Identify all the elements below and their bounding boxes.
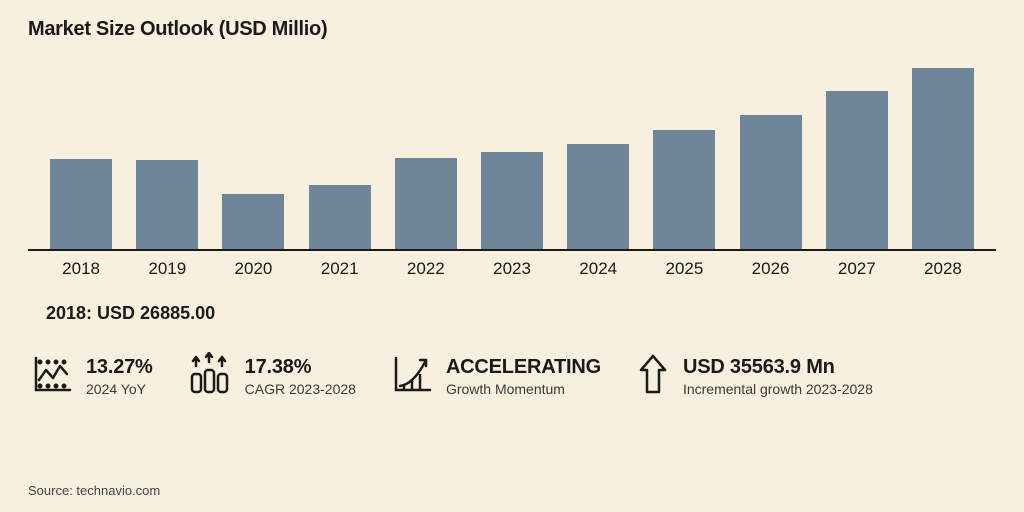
x-axis-label: 2023 [469, 259, 555, 279]
stat-label: Incremental growth 2023-2028 [683, 381, 873, 397]
growth-icon [390, 352, 434, 401]
x-axis-label: 2021 [297, 259, 383, 279]
x-axis-label: 2028 [900, 259, 986, 279]
bar [826, 91, 888, 249]
x-axis-label: 2026 [728, 259, 814, 279]
bar-slot [297, 51, 383, 249]
stat-value: ACCELERATING [446, 356, 601, 379]
bar-chart: 2018201920202021202220232024202520262027… [28, 51, 996, 281]
bar-slot [469, 51, 555, 249]
bar [136, 160, 198, 249]
x-axis-label: 2022 [383, 259, 469, 279]
stat-label: CAGR 2023-2028 [245, 381, 356, 397]
bar-slot [124, 51, 210, 249]
stat-yoy: 13.27% 2024 YoY [30, 352, 153, 401]
bar [912, 68, 974, 249]
bar [567, 144, 629, 249]
chart-title: Market Size Outlook (USD Millio) [28, 18, 996, 41]
x-axis-label: 2025 [641, 259, 727, 279]
stat-value: 17.38% [245, 356, 356, 379]
x-axis-label: 2027 [814, 259, 900, 279]
bar-slot [555, 51, 641, 249]
bar [481, 152, 543, 249]
x-axis-label: 2024 [555, 259, 641, 279]
bar-slot [210, 51, 296, 249]
bar-slot [641, 51, 727, 249]
bar [309, 185, 371, 249]
bar-slot [728, 51, 814, 249]
x-axis-label: 2019 [124, 259, 210, 279]
arrow-up-icon [635, 352, 671, 401]
stat-label: 2024 YoY [86, 381, 153, 397]
bar-slot [900, 51, 986, 249]
line-chart-icon [30, 352, 74, 401]
stats-row: 13.27% 2024 YoY 17.38% CAGR 2023-2028 [28, 352, 996, 401]
stat-momentum: ACCELERATING Growth Momentum [390, 352, 601, 401]
source-attribution: Source: technavio.com [28, 483, 160, 498]
bar [50, 159, 112, 249]
value-callout: 2018: USD 26885.00 [46, 303, 996, 324]
bars-up-icon [187, 352, 233, 401]
bar [740, 115, 802, 249]
bar-slot [383, 51, 469, 249]
bar-slot [814, 51, 900, 249]
stat-value: USD 35563.9 Mn [683, 356, 873, 379]
stat-value: 13.27% [86, 356, 153, 379]
x-axis-label: 2018 [38, 259, 124, 279]
bar [395, 158, 457, 249]
bar [222, 194, 284, 249]
x-axis-label: 2020 [210, 259, 296, 279]
stat-incremental: USD 35563.9 Mn Incremental growth 2023-2… [635, 352, 873, 401]
stat-cagr: 17.38% CAGR 2023-2028 [187, 352, 356, 401]
stat-label: Growth Momentum [446, 381, 601, 397]
bar-slot [38, 51, 124, 249]
bar [653, 130, 715, 249]
